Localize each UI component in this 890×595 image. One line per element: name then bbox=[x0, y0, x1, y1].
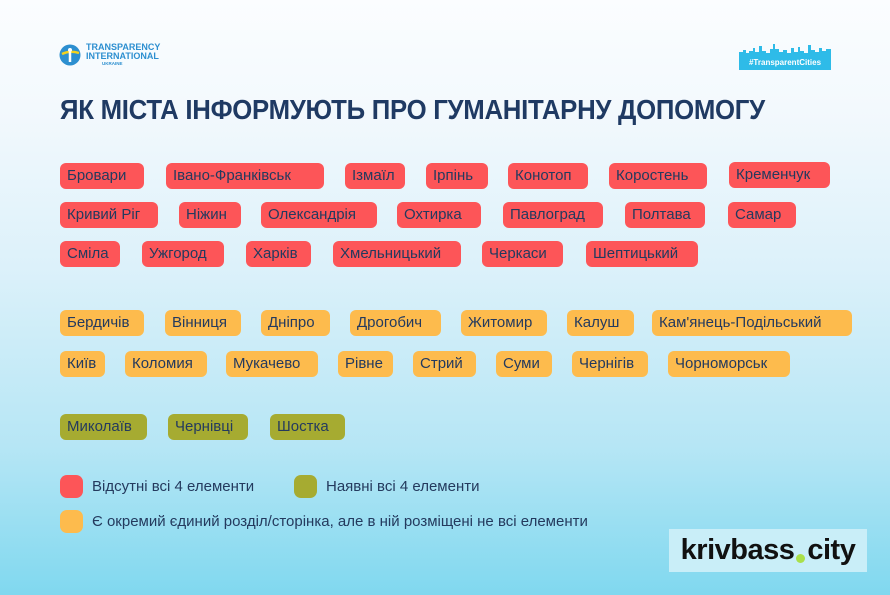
krivbass-city-watermark: krivbass city bbox=[669, 529, 867, 572]
city-tag: Суми bbox=[496, 351, 552, 377]
city-tag: Київ bbox=[60, 351, 105, 377]
city-tag: Бровари bbox=[60, 163, 144, 189]
city-tag: Житомир bbox=[461, 310, 547, 336]
watermark-left: krivbass bbox=[680, 534, 795, 566]
city-tag: Ужгород bbox=[142, 241, 224, 267]
city-tag: Павлоград bbox=[503, 202, 603, 228]
city-tag: Харків bbox=[246, 241, 311, 267]
city-tag: Бердичів bbox=[60, 310, 144, 336]
city-tag: Кривий Ріг bbox=[60, 202, 158, 228]
city-tag: Дрогобич bbox=[350, 310, 441, 336]
city-tag: Калуш bbox=[567, 310, 634, 336]
city-skyline-icon bbox=[739, 44, 831, 56]
legend-label-yellow: Є окремий єдиний розділ/сторінка, але в … bbox=[92, 513, 588, 530]
transparency-international-logo: TRANSPARENCY INTERNATIONAL UKRAINE bbox=[59, 43, 160, 67]
ti-logo-line2: INTERNATIONAL bbox=[86, 51, 159, 61]
legend-item-red: Відсутні всі 4 елементи bbox=[60, 475, 254, 498]
city-tag: Шептицький bbox=[586, 241, 698, 267]
city-tag: Миколаїв bbox=[60, 414, 147, 440]
ti-globe-icon bbox=[59, 44, 81, 66]
city-tag: Ніжин bbox=[179, 202, 241, 228]
transparent-cities-label: #TransparentCities bbox=[739, 55, 831, 70]
legend-label-red: Відсутні всі 4 елементи bbox=[92, 478, 255, 495]
watermark-right: city bbox=[807, 534, 856, 566]
city-tag: Дніпро bbox=[261, 310, 330, 336]
city-tag: Вінниця bbox=[165, 310, 241, 336]
city-tag: Чорноморськ bbox=[668, 351, 790, 377]
city-tag: Чернівці bbox=[168, 414, 248, 440]
olive-swatch-icon bbox=[294, 475, 317, 498]
city-tag: Олександрія bbox=[261, 202, 377, 228]
city-tag: Кременчук bbox=[729, 162, 830, 188]
city-tag: Івано-Франківськ bbox=[166, 163, 324, 189]
city-tag: Чернігів bbox=[572, 351, 648, 377]
city-tag: Хмельницький bbox=[333, 241, 461, 267]
city-tag: Черкаси bbox=[482, 241, 563, 267]
city-tag: Ізмаїл bbox=[345, 163, 405, 189]
red-swatch-icon bbox=[60, 475, 83, 498]
legend-item-yellow: Є окремий єдиний розділ/сторінка, але в … bbox=[60, 510, 588, 533]
legend-item-olive: Наявні всі 4 елементи bbox=[294, 475, 480, 498]
city-tag: Ірпінь bbox=[426, 163, 488, 189]
city-tag: Охтирка bbox=[397, 202, 481, 228]
city-tag: Кам'янець-Подільський bbox=[652, 310, 852, 336]
ti-logo-line3: UKRAINE bbox=[102, 61, 123, 66]
green-dot-icon bbox=[796, 554, 806, 563]
ti-logo-line1: TRANSPARENCY bbox=[86, 42, 161, 52]
transparent-cities-logo: #TransparentCities bbox=[739, 42, 831, 70]
yellow-swatch-icon bbox=[60, 510, 83, 533]
city-tag: Сміла bbox=[60, 241, 120, 267]
city-tag: Коростень bbox=[609, 163, 707, 189]
city-tag: Стрий bbox=[413, 351, 476, 377]
city-tag: Шостка bbox=[270, 414, 345, 440]
city-tag: Рівне bbox=[338, 351, 393, 377]
city-tag: Полтава bbox=[625, 202, 705, 228]
page-title: ЯК МІСТА ІНФОРМУЮТЬ ПРО ГУМАНІТАРНУ ДОПО… bbox=[60, 94, 765, 125]
city-tag: Конотоп bbox=[508, 163, 588, 189]
city-tag: Мукачево bbox=[226, 351, 318, 377]
city-tag: Коломия bbox=[125, 351, 207, 377]
city-tag: Самар bbox=[728, 202, 796, 228]
legend-label-olive: Наявні всі 4 елементи bbox=[326, 478, 480, 495]
